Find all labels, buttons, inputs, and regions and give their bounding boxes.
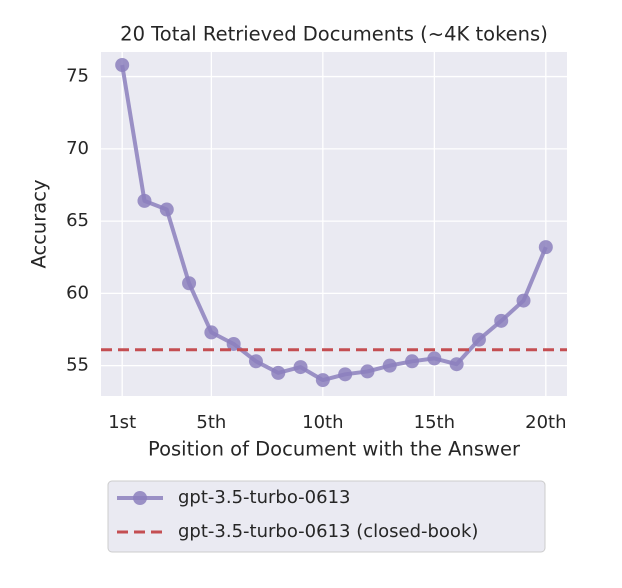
x-axis-label: Position of Document with the Answer [148, 438, 521, 461]
data-point [538, 240, 553, 255]
data-point [293, 360, 308, 375]
x-tick-label: 10th [302, 412, 343, 433]
y-tick-label: 70 [66, 138, 89, 159]
plot-area [101, 52, 567, 396]
data-point [137, 193, 152, 208]
data-point [182, 276, 197, 291]
data-point [248, 354, 263, 369]
data-point [315, 373, 330, 388]
y-tick-label: 65 [66, 210, 89, 231]
data-point [382, 358, 397, 373]
data-point [405, 354, 420, 369]
legend-marker [133, 491, 147, 505]
x-tick-label: 15th [414, 412, 455, 433]
data-point [427, 351, 442, 366]
y-tick-label: 75 [66, 66, 89, 87]
legend [107, 480, 546, 553]
data-point [204, 325, 219, 340]
legend-label: gpt-3.5-turbo-0613 [178, 487, 350, 508]
chart-title: 20 Total Retrieved Documents (~4K tokens… [120, 23, 548, 46]
data-point [494, 313, 509, 328]
y-tick-label: 60 [66, 282, 89, 303]
data-point [516, 293, 531, 308]
x-tick-label: 5th [196, 412, 226, 433]
y-axis-label: Accuracy [28, 179, 51, 268]
data-point [449, 357, 464, 372]
legend-label: gpt-3.5-turbo-0613 (closed-book) [178, 521, 478, 542]
data-point [360, 364, 375, 379]
data-point [115, 58, 130, 73]
data-point [471, 332, 486, 347]
data-point [271, 365, 286, 380]
y-tick-label: 55 [66, 355, 89, 376]
x-tick-label: 20th [525, 412, 566, 433]
data-point [226, 336, 241, 351]
data-point [159, 202, 174, 217]
x-tick-label: 1st [108, 412, 136, 433]
data-point [338, 367, 353, 382]
